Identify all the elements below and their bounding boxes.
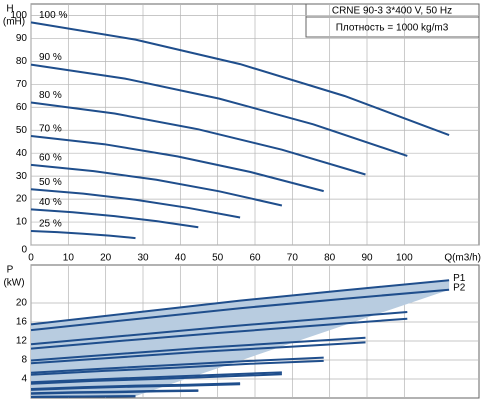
curve	[30, 208, 199, 229]
y-tick-label: 20	[16, 298, 28, 309]
curve	[30, 188, 241, 219]
curve	[30, 383, 241, 391]
x-tick-label: 20	[100, 253, 112, 264]
y-tick-label: 70	[16, 79, 28, 90]
curve	[30, 359, 324, 376]
curve-label: 60 %	[39, 153, 62, 164]
curve	[30, 163, 283, 207]
x-tick-label: 10	[63, 253, 75, 264]
curve	[30, 336, 366, 362]
x-tick-label: 80	[324, 253, 336, 264]
y-tick-label: 40	[16, 148, 28, 159]
curve	[30, 230, 136, 240]
curve-label: 90 %	[39, 52, 62, 63]
curve	[30, 356, 324, 374]
curve-label: 25 %	[39, 219, 62, 230]
curve	[30, 288, 450, 332]
y-tick-label: 12	[16, 336, 28, 347]
y-tick-label: 60	[16, 102, 28, 113]
y-tick-label: 80	[16, 56, 28, 67]
curve	[30, 373, 282, 385]
x-tick-label: 60	[249, 253, 261, 264]
curve	[30, 21, 450, 137]
curve-label: 40 %	[39, 197, 62, 208]
x-tick-label: 0	[28, 253, 34, 264]
y-axis-label: P	[7, 265, 14, 276]
curve-label: 100 %	[39, 10, 67, 21]
curve	[30, 371, 282, 384]
legend-label: P1	[453, 273, 466, 284]
curve-label: 50 %	[39, 177, 62, 188]
y-tick-label: 30	[16, 171, 28, 182]
curve-label: 70 %	[39, 124, 62, 135]
curve	[30, 101, 366, 176]
curve	[30, 279, 450, 326]
subtitle-box	[305, 16, 480, 38]
x-tick-label: 100	[396, 253, 413, 264]
chart-subtitle: Плотность = 1000 kg/m3	[336, 23, 449, 34]
y-tick-label: 10	[16, 217, 28, 228]
x-tick-label: 50	[212, 253, 224, 264]
y-tick-label: 100	[10, 10, 27, 21]
curve	[30, 311, 408, 346]
x-tick-label: 70	[287, 253, 299, 264]
legend-label: P2	[453, 282, 466, 293]
y-axis-unit: (kW)	[3, 278, 24, 289]
chart-title: CRNE 90-3 3*400 V, 50 Hz	[332, 6, 452, 17]
x-tick-label: 30	[137, 253, 149, 264]
y-tick-label: 20	[16, 194, 28, 205]
y-axis-unit: (mH)	[3, 17, 25, 28]
y-tick-label: 50	[16, 125, 28, 136]
y-tick-label: 4	[21, 374, 27, 385]
y-tick-label: 0	[21, 245, 27, 256]
curve	[30, 389, 199, 395]
curve	[30, 317, 408, 350]
curve	[30, 395, 136, 398]
x-tick-label: 90	[361, 253, 373, 264]
y-tick-label: 8	[21, 355, 27, 366]
y-tick-label: 90	[16, 33, 28, 44]
curve	[30, 63, 408, 157]
curve-label: 80 %	[39, 90, 62, 101]
x-axis-label: Q(m3/h)	[444, 253, 481, 264]
y-axis-label: H	[6, 4, 13, 15]
y-tick-label: 16	[16, 317, 28, 328]
x-tick-label: 40	[175, 253, 187, 264]
curve	[30, 341, 366, 365]
curve	[30, 135, 324, 193]
